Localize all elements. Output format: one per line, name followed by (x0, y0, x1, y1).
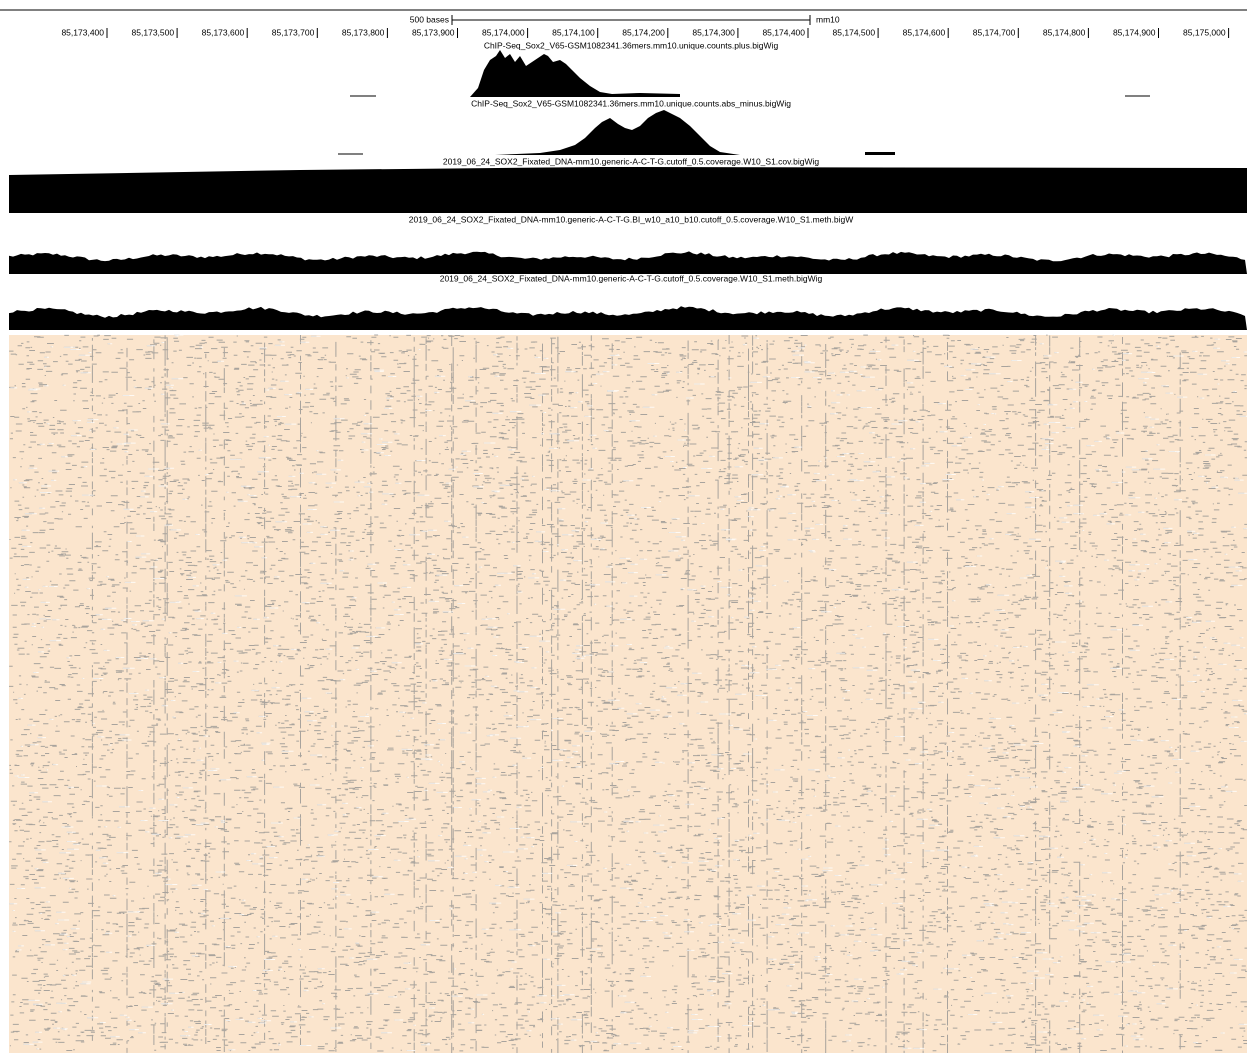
position-label: 85,174,700 (973, 27, 1016, 37)
reads-texture (9, 334, 1247, 1051)
position-label: 85,174,400 (762, 27, 805, 37)
track-label: 2019_06_24_SOX2_Fixated_DNA-mm10.generic… (443, 156, 820, 166)
position-label: 85,173,700 (272, 27, 315, 37)
position-label: 85,173,900 (412, 27, 455, 37)
position-label: 85,174,500 (833, 27, 876, 37)
track-label: 2019_06_24_SOX2_Fixated_DNA-mm10.generic… (440, 273, 823, 283)
position-label: 85,174,800 (1043, 27, 1086, 37)
reads-area (9, 335, 1247, 1053)
meth-signal (9, 251, 1247, 274)
track-label: ChIP-Seq_Sox2_V65-GSM1082341.36mers.mm10… (471, 98, 791, 108)
meth-signal (9, 306, 1247, 330)
track-label: 2019_06_24_SOX2_Fixated_DNA-mm10.generic… (409, 214, 853, 224)
signal-plus (470, 50, 680, 97)
position-label: 85,173,800 (342, 27, 385, 37)
position-label: 85,174,100 (552, 27, 595, 37)
position-label: 85,174,900 (1113, 27, 1156, 37)
position-label: 85,173,600 (202, 27, 245, 37)
position-label: 85,174,200 (622, 27, 665, 37)
signal-bit (865, 152, 895, 155)
position-label: 85,173,400 (61, 27, 104, 37)
position-label: 85,173,500 (132, 27, 175, 37)
scale-label: 500 bases (410, 14, 449, 24)
signal-minus (495, 110, 740, 155)
position-label: 85,174,600 (903, 27, 946, 37)
track-label: ChIP-Seq_Sox2_V65-GSM1082341.36mers.mm10… (484, 40, 779, 50)
position-label: 85,174,000 (482, 27, 525, 37)
assembly-label: mm10 (816, 14, 840, 24)
position-label: 85,175,000 (1183, 27, 1226, 37)
coverage-signal (9, 167, 1247, 213)
position-label: 85,174,300 (692, 27, 735, 37)
